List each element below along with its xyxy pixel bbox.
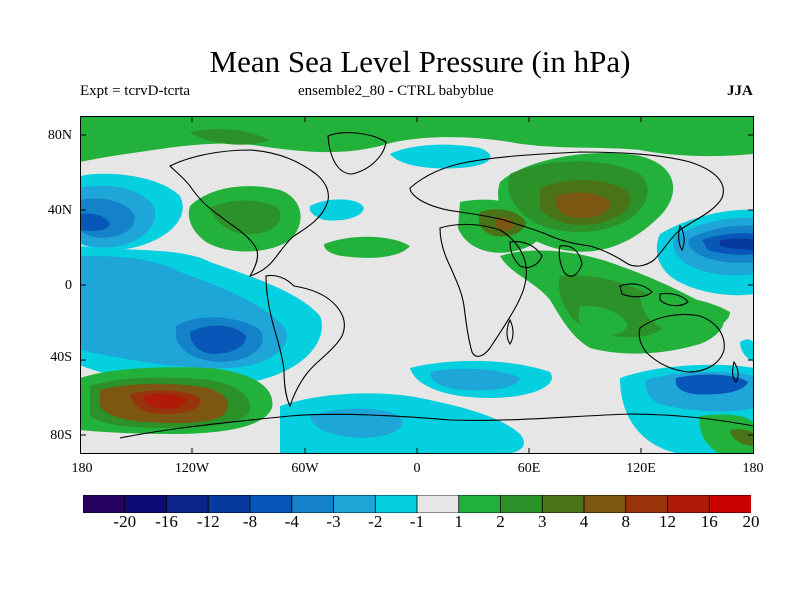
colorbar-box	[83, 495, 126, 513]
colorbar-label: 8	[621, 512, 631, 531]
colorbar-label: 3	[538, 512, 547, 531]
lat-label-40n: 40N	[47, 203, 72, 218]
colorbar-box	[207, 495, 251, 513]
lon-label-0: 0	[413, 461, 421, 476]
colorbar-box	[333, 495, 377, 513]
lat-label-80s: 80S	[50, 428, 72, 443]
colorbar-label: -3	[326, 512, 341, 531]
season-label: JJA	[727, 83, 753, 99]
colorbar-box	[500, 495, 544, 513]
colorbar-box	[541, 495, 585, 513]
colorbar-label: 12	[659, 512, 676, 531]
lat-label-80n: 80N	[47, 128, 72, 143]
colorbar-label: -16	[155, 512, 178, 531]
lon-label-180w: 180	[71, 461, 93, 476]
colorbar-box	[708, 495, 751, 513]
colorbar-label: -4	[284, 512, 299, 531]
colorbar-label: 1	[454, 512, 464, 531]
colorbar-label: -1	[409, 512, 425, 531]
colorbar-label: -2	[368, 512, 383, 531]
lon-label-120w: 120W	[174, 461, 210, 476]
colorbar-label: 4	[579, 512, 589, 531]
shaded-contours	[80, 116, 754, 454]
colorbar-box	[416, 495, 460, 513]
colorbar-label: -8	[242, 512, 258, 531]
colorbar	[83, 495, 751, 513]
colorbar-label: 16	[700, 512, 718, 531]
colorbar-box	[166, 495, 210, 513]
map-ticks	[80, 116, 754, 454]
colorbar-box	[374, 495, 418, 513]
colorbar-label: 20	[742, 512, 760, 531]
lat-label-40s: 40S	[50, 350, 72, 365]
colorbar-box	[667, 495, 711, 513]
colorbar-label: -20	[113, 512, 137, 531]
colorbar-box	[583, 495, 627, 513]
lon-label-60w: 60W	[291, 461, 319, 476]
ensemble-label: ensemble2_80 - CTRL babyblue	[298, 83, 494, 99]
lon-label-120e: 120E	[626, 461, 656, 476]
lon-label-180e: 180	[742, 461, 764, 476]
experiment-label: Expt = tcrvD-tcrta	[80, 83, 191, 99]
colorbar-box	[291, 495, 335, 513]
colorbar-label: -12	[196, 512, 220, 531]
pressure-anomaly-map	[80, 116, 754, 454]
colorbar-box	[625, 495, 669, 513]
coastlines	[119, 132, 754, 439]
lon-label-60e: 60E	[517, 461, 541, 476]
map-title: Mean Sea Level Pressure (in hPa)	[209, 44, 631, 79]
colorbar-box	[124, 495, 168, 513]
colorbar-box	[458, 495, 502, 513]
lat-label-0: 0	[65, 278, 72, 293]
colorbar-label: 2	[496, 512, 505, 531]
colorbar-box	[249, 495, 293, 513]
